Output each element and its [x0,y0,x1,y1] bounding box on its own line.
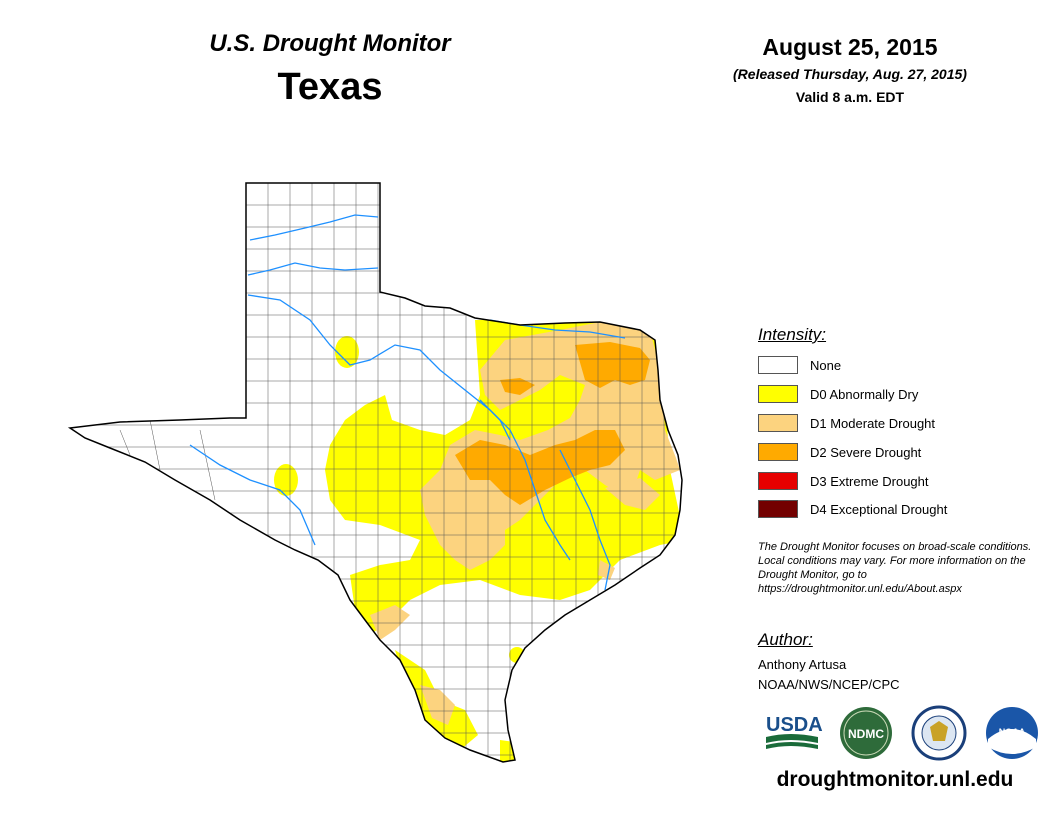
author-heading: Author: [758,630,813,649]
legend-title: Intensity: [758,325,827,344]
usda-text: USDA [766,714,823,736]
ndmc-text: NDMC [848,727,884,741]
legend-swatch [758,385,798,403]
legend-label: D4 Exceptional Drought [810,501,948,517]
author-org: NOAA/NWS/NCEP/CPC [758,677,900,692]
legend-item-none: None [758,354,841,376]
partner-logos: USDA NDMC NOAA [766,705,1038,761]
author-name: Anthony Artusa [758,657,847,672]
legend-item-d4: D4 Exceptional Drought [758,498,947,520]
map-title: U.S. Drought Monitor [209,30,451,57]
texas-drought-map [67,182,683,763]
legend-item-d2: D2 Severe Drought [758,441,921,463]
legend-swatch [758,500,798,518]
legend-label: D1 Moderate Drought [810,415,936,431]
legend-swatch [758,414,798,432]
d2-region [455,342,650,505]
usda-logo: USDA [766,714,823,749]
state-title: Texas [277,66,383,108]
release-date: (Released Thursday, Aug. 27, 2015) [733,66,967,82]
legend-label: D3 Extreme Drought [810,473,929,489]
texas-border [67,182,683,763]
info-note: The Drought Monitor focuses on broad-sca… [758,541,1032,595]
map-date: August 25, 2015 [762,34,938,60]
legend-swatch [758,443,798,461]
legend-label: D0 Abnormally Dry [810,386,919,402]
legend-swatch [758,472,798,490]
legend-label: None [810,357,842,373]
legend-item-d0: D0 Abnormally Dry [758,383,918,405]
site-url[interactable]: droughtmonitor.unl.edu [776,768,1014,791]
legend-label: D2 Severe Drought [810,444,922,460]
valid-time: Valid 8 a.m. EDT [795,89,905,105]
legend-swatch [758,356,798,374]
noaa-logo: NOAA [986,707,1038,759]
doc-seal [911,705,967,761]
rivers [189,214,626,591]
legend-item-d3: D3 Extreme Drought [758,470,929,492]
legend-item-d1: D1 Moderate Drought [758,412,935,434]
ndmc-logo: NDMC [840,707,892,759]
noaa-text: NOAA [999,727,1026,737]
